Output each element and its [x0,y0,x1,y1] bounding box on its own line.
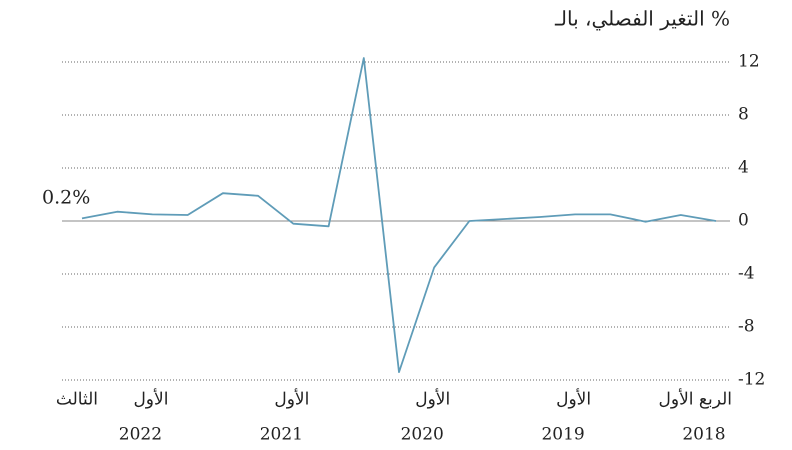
y-tick-label: 4 [738,158,749,178]
x-tick-label: الأول [133,389,168,410]
year-label: 2020 [401,425,444,445]
y-tick-label: -4 [738,264,755,284]
y-tick-label: 0 [738,211,749,231]
data-line [81,57,717,373]
x-tick-label: الأول [415,389,450,410]
year-label: 2022 [119,425,162,445]
year-label: 2019 [541,425,584,445]
year-label: 2021 [260,425,303,445]
y-tick-label: 12 [738,52,760,72]
x-tick-label: الربع الأول [659,389,732,410]
annotation: 0.2% [42,186,90,208]
year-label: 2018 [682,425,725,445]
y-tick-label: -8 [738,317,755,337]
x-tick-label: الأول [556,389,591,410]
x-tick-label: الأول [274,389,309,410]
y-tick-label: 8 [738,105,749,125]
x-tick-label: الثالث [56,390,98,410]
y-tick-label: -12 [738,370,765,390]
chart-title: التغير الفصلي، بالـ % [554,7,730,31]
